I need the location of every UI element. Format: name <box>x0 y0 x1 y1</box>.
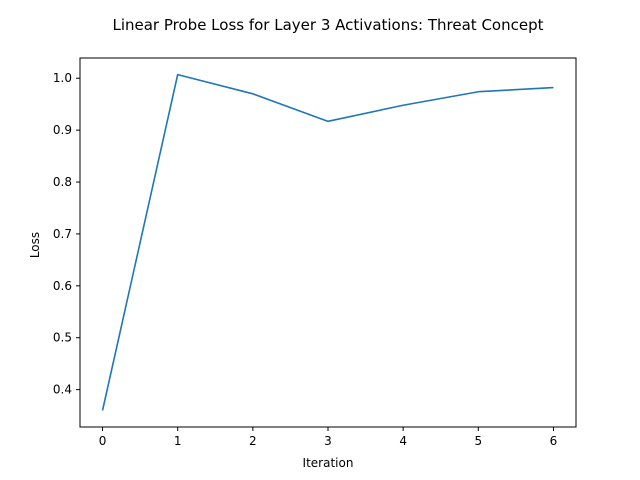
plot-area: 0 1 2 3 4 5 6 0.4 0.5 0.6 0.7 0.8 0.9 1.0 <box>53 57 577 448</box>
x-tick-label: 6 <box>550 434 558 448</box>
x-tick-label: 3 <box>324 434 332 448</box>
x-axis-label: Iteration <box>303 456 354 470</box>
x-tick-label: 5 <box>474 434 482 448</box>
y-tick-label: 0.6 <box>53 279 72 293</box>
y-tick-label: 0.4 <box>53 383 72 397</box>
y-tick-label: 0.7 <box>53 227 72 241</box>
axes-frame <box>79 57 577 428</box>
y-tick-label: 1.0 <box>53 71 72 85</box>
y-tick-label: 0.8 <box>53 175 72 189</box>
x-tick-label: 0 <box>99 434 107 448</box>
y-axis-label: Loss <box>28 232 42 258</box>
chart-title: Linear Probe Loss for Layer 3 Activation… <box>112 16 543 34</box>
x-tick-label: 1 <box>174 434 182 448</box>
x-tick-label: 2 <box>249 434 257 448</box>
series-line <box>101 73 554 411</box>
y-tick-label: 0.5 <box>53 331 72 345</box>
y-tick-label: 0.9 <box>53 123 72 137</box>
x-tick-label: 4 <box>399 434 407 448</box>
